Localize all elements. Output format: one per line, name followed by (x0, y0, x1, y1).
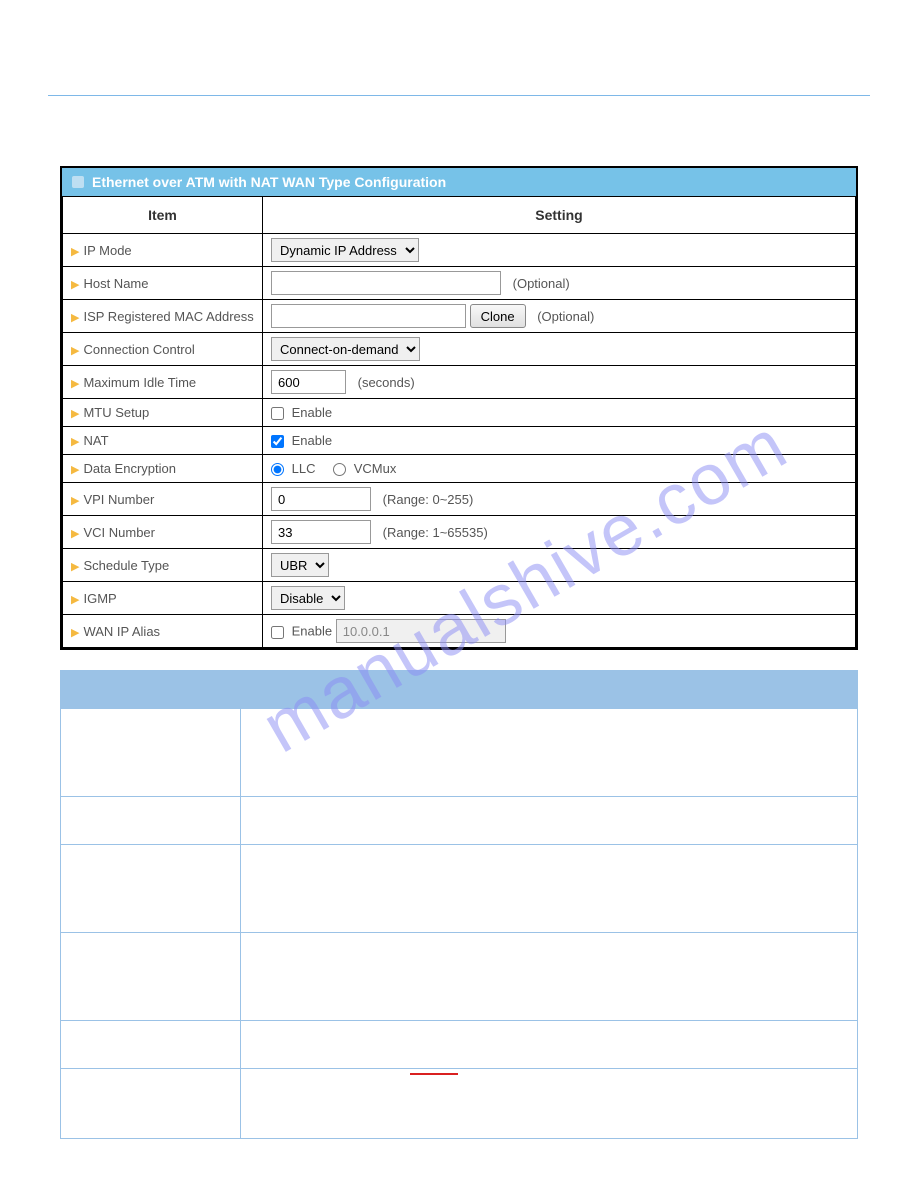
mac-address-label: ISP Registered MAC Address (83, 309, 253, 324)
arrow-icon: ▶ (71, 528, 79, 540)
arrow-icon: ▶ (71, 345, 79, 357)
vpi-input[interactable] (271, 487, 371, 511)
row-mtu-setup: ▶ MTU Setup Enable (63, 399, 856, 427)
mac-address-note: (Optional) (537, 309, 594, 324)
row-connection-control: ▶ Connection Control Connect-on-demand (63, 333, 856, 366)
vci-note: (Range: 1~65535) (383, 525, 488, 540)
config-panel: Ethernet over ATM with NAT WAN Type Conf… (60, 166, 858, 650)
arrow-icon: ▶ (71, 408, 79, 420)
table-header-row: Item Setting (63, 197, 856, 234)
wan-alias-checkbox[interactable] (271, 626, 284, 639)
row-host-name: ▶ Host Name (Optional) (63, 267, 856, 300)
row-nat: ▶ NAT Enable (63, 427, 856, 455)
ip-mode-select[interactable]: Dynamic IP Address (271, 238, 419, 262)
host-name-input[interactable] (271, 271, 501, 295)
igmp-label: IGMP (83, 591, 116, 606)
panel-title: Ethernet over ATM with NAT WAN Type Conf… (92, 174, 446, 190)
vcmux-radio[interactable] (333, 463, 346, 476)
ip-mode-label: IP Mode (83, 243, 131, 258)
vci-label: VCI Number (83, 525, 155, 540)
connection-control-label: Connection Control (83, 342, 194, 357)
arrow-icon: ▶ (71, 464, 79, 476)
llc-radio[interactable] (271, 463, 284, 476)
wan-alias-enable-label: Enable (292, 624, 332, 639)
lower-row (61, 709, 858, 797)
vpi-label: VPI Number (83, 492, 154, 507)
arrow-icon: ▶ (71, 279, 79, 291)
row-vci: ▶ VCI Number (Range: 1~65535) (63, 516, 856, 549)
lower-row (61, 797, 858, 845)
mtu-setup-label: MTU Setup (83, 405, 149, 420)
lower-panel (60, 670, 858, 1139)
clone-button[interactable]: Clone (470, 304, 526, 328)
arrow-icon: ▶ (71, 627, 79, 639)
header-bullet-icon (72, 176, 84, 188)
row-wan-alias: ▶ WAN IP Alias Enable (63, 615, 856, 648)
row-vpi: ▶ VPI Number (Range: 0~255) (63, 483, 856, 516)
lower-table (60, 708, 858, 1139)
nat-label: NAT (83, 433, 108, 448)
schedule-select[interactable]: UBR (271, 553, 329, 577)
nat-enable-label: Enable (292, 433, 332, 448)
max-idle-input[interactable] (271, 370, 346, 394)
wan-alias-ip-input[interactable] (336, 619, 506, 643)
igmp-select[interactable]: Disable (271, 586, 345, 610)
wan-alias-label: WAN IP Alias (83, 624, 160, 639)
column-item-header: Item (63, 197, 263, 234)
lower-row (61, 933, 858, 1021)
arrow-icon: ▶ (71, 495, 79, 507)
arrow-icon: ▶ (71, 246, 79, 258)
top-divider (48, 95, 870, 96)
row-mac-address: ▶ ISP Registered MAC Address Clone (Optio… (63, 300, 856, 333)
vcmux-label: VCMux (354, 461, 397, 476)
lower-row (61, 845, 858, 933)
lower-row (61, 1021, 858, 1069)
row-ip-mode: ▶ IP Mode Dynamic IP Address (63, 234, 856, 267)
column-setting-header: Setting (263, 197, 856, 234)
row-data-encryption: ▶ Data Encryption LLC VCMux (63, 455, 856, 483)
row-max-idle: ▶ Maximum Idle Time (seconds) (63, 366, 856, 399)
connection-control-select[interactable]: Connect-on-demand (271, 337, 420, 361)
mtu-enable-label: Enable (292, 405, 332, 420)
nat-checkbox[interactable] (271, 435, 284, 448)
mtu-setup-checkbox[interactable] (271, 407, 284, 420)
config-panel-header: Ethernet over ATM with NAT WAN Type Conf… (62, 168, 856, 196)
lower-row (61, 1069, 858, 1139)
mac-address-input[interactable] (271, 304, 466, 328)
arrow-icon: ▶ (71, 378, 79, 390)
arrow-icon: ▶ (71, 312, 79, 324)
arrow-icon: ▶ (71, 594, 79, 606)
max-idle-note: (seconds) (358, 375, 415, 390)
data-encryption-label: Data Encryption (83, 461, 176, 476)
host-name-note: (Optional) (513, 276, 570, 291)
row-igmp: ▶ IGMP Disable (63, 582, 856, 615)
red-underline-mark (410, 1073, 458, 1075)
lower-panel-header (60, 670, 858, 708)
llc-label: LLC (292, 461, 316, 476)
schedule-label: Schedule Type (83, 558, 169, 573)
row-schedule: ▶ Schedule Type UBR (63, 549, 856, 582)
arrow-icon: ▶ (71, 561, 79, 573)
config-table: Item Setting ▶ IP Mode Dynamic IP Address… (62, 196, 856, 648)
vpi-note: (Range: 0~255) (383, 492, 474, 507)
vci-input[interactable] (271, 520, 371, 544)
max-idle-label: Maximum Idle Time (83, 375, 196, 390)
host-name-label: Host Name (83, 276, 148, 291)
arrow-icon: ▶ (71, 436, 79, 448)
